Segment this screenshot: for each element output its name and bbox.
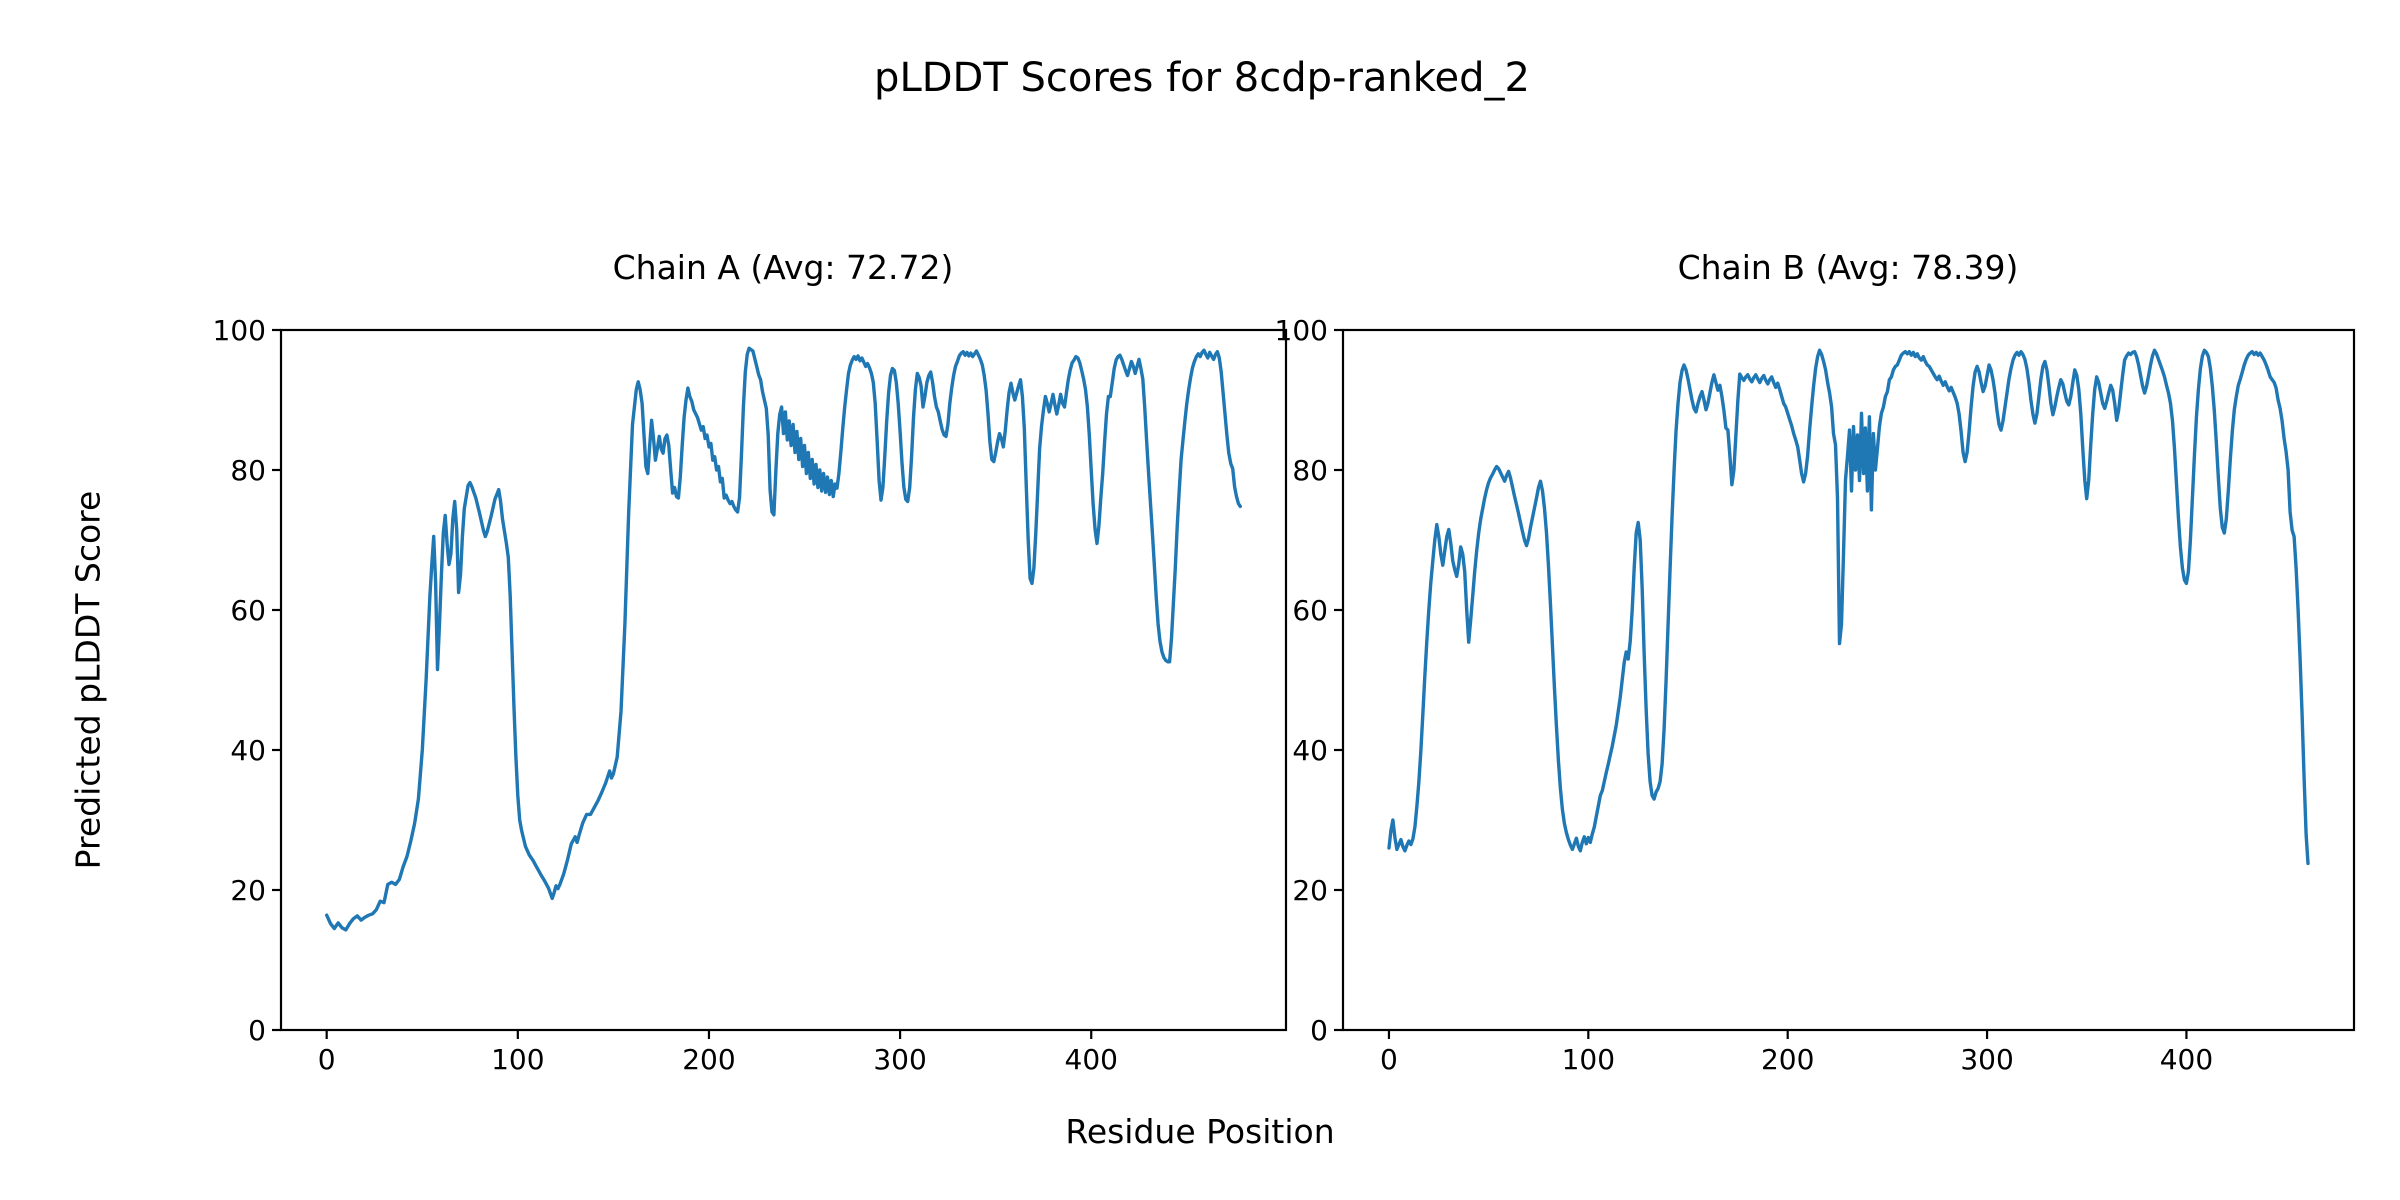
y-tick-label: 40 <box>230 734 266 767</box>
y-tick-label: 20 <box>1292 874 1328 907</box>
chain-a-line <box>325 346 1243 932</box>
x-tick-label: 400 <box>1065 1043 1118 1076</box>
x-tick-label: 100 <box>1562 1043 1615 1076</box>
axes-frame <box>1341 328 2356 1032</box>
y-tick-label: 0 <box>248 1014 266 1047</box>
chain-b-line <box>1387 348 2310 866</box>
x-tick-label: 100 <box>491 1043 544 1076</box>
axes-frame <box>279 328 1288 1032</box>
y-axis-label: Predicted pLDDT Score <box>68 490 108 870</box>
x-tick-label: 200 <box>1761 1043 1814 1076</box>
subplot-chain-b: 0 100 200 300 400 0 20 40 60 80 100 <box>1275 314 2356 1076</box>
x-tick-label: 200 <box>682 1043 735 1076</box>
y-tick-label: 80 <box>230 454 266 487</box>
y-tick-label: 0 <box>1310 1014 1328 1047</box>
x-tick-label: 300 <box>1960 1043 2013 1076</box>
y-tick-label: 40 <box>1292 734 1328 767</box>
x-tick-label: 400 <box>2160 1043 2213 1076</box>
figure-title: pLDDT Scores for 8cdp-ranked_2 <box>874 55 1530 101</box>
y-tick-label: 100 <box>213 314 266 347</box>
x-tick-label: 0 <box>318 1043 336 1076</box>
y-tick-label: 20 <box>230 874 266 907</box>
y-tick-label: 100 <box>1275 314 1328 347</box>
subplot-title-chain-a: Chain A (Avg: 72.72) <box>612 248 954 287</box>
x-tick-label: 0 <box>1380 1043 1398 1076</box>
x-tick-label: 300 <box>873 1043 926 1076</box>
y-tick-label: 80 <box>1292 454 1328 487</box>
y-tick-label: 60 <box>230 594 266 627</box>
subplot-title-chain-b: Chain B (Avg: 78.39) <box>1677 248 2019 287</box>
y-tick-label: 60 <box>1292 594 1328 627</box>
x-axis-label: Residue Position <box>1065 1112 1335 1151</box>
subplot-chain-a: 0 100 200 300 400 0 20 40 60 80 100 <box>213 314 1288 1076</box>
